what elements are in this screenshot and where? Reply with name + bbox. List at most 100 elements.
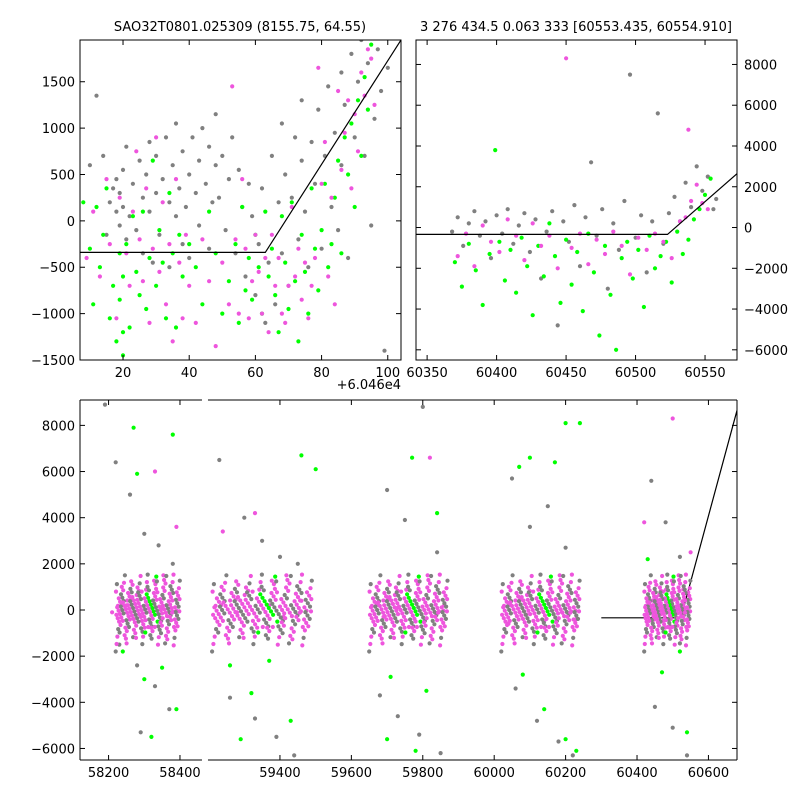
cluster-point (280, 631, 285, 636)
cluster-point (135, 608, 140, 613)
cluster-point (308, 586, 313, 591)
green-point (575, 249, 580, 255)
cluster-point (250, 607, 255, 613)
gray-point (250, 214, 255, 219)
cluster-point (137, 593, 142, 598)
cluster-point (378, 573, 383, 578)
cluster-point (544, 598, 550, 603)
cluster-point (572, 597, 578, 602)
cluster-point (558, 577, 563, 583)
cluster-point (665, 572, 670, 577)
cluster-point (262, 599, 267, 604)
cluster-point (685, 628, 690, 633)
magenta-point (170, 339, 175, 344)
cluster-point (650, 629, 655, 634)
cluster-point (258, 580, 263, 585)
cluster-point (400, 611, 405, 616)
cluster-point (165, 606, 170, 611)
gray-point (223, 228, 228, 233)
green-point (266, 274, 271, 279)
cluster-point (560, 610, 565, 615)
cluster-point (268, 609, 274, 614)
cluster-point (228, 621, 233, 626)
cluster-point (384, 594, 389, 599)
cluster-point (289, 614, 294, 619)
cluster-point (396, 593, 401, 598)
magenta-point (564, 56, 569, 61)
cluster-point (513, 610, 518, 615)
green-point (659, 670, 665, 675)
gray-point (655, 111, 660, 116)
gray-point (242, 515, 247, 520)
gray-point (279, 251, 284, 256)
cluster-point (158, 607, 163, 613)
magenta-point (299, 297, 304, 302)
cluster-point (305, 613, 310, 618)
cluster-point (538, 595, 544, 600)
green-point (163, 316, 169, 321)
cluster-point (416, 586, 421, 592)
magenta-point (243, 246, 248, 251)
cluster-point (231, 606, 236, 611)
cluster-point (564, 609, 569, 615)
cluster-point (215, 619, 220, 624)
green-point (569, 282, 574, 287)
cluster-point (135, 585, 140, 590)
cluster-point (567, 587, 573, 592)
magenta-point (279, 311, 284, 316)
cluster-point (675, 592, 681, 598)
cluster-point (231, 594, 236, 599)
cluster-point (123, 636, 128, 641)
green-point (149, 734, 154, 740)
cluster-point (652, 599, 657, 604)
cluster-point (114, 612, 119, 617)
cluster-point (141, 634, 146, 639)
cluster-point (432, 591, 438, 596)
green-point (288, 718, 293, 723)
green-point (625, 239, 630, 244)
green-point (525, 264, 530, 269)
green-point (142, 677, 147, 682)
cluster-point (368, 605, 374, 610)
magenta-point (147, 320, 152, 325)
cluster-point (541, 609, 546, 615)
cluster-point (682, 587, 687, 592)
cluster-point (677, 641, 683, 646)
magenta-point (670, 416, 675, 421)
cluster-point (399, 629, 404, 634)
cluster-point (677, 588, 682, 594)
x-tick-label: 60000 (474, 766, 515, 781)
gray-point (163, 135, 169, 140)
gray-point (246, 181, 251, 186)
gray-point (672, 194, 677, 199)
cluster-point (288, 633, 293, 639)
gray-point (160, 177, 165, 182)
y-tick-label: −4000 (31, 696, 75, 711)
cluster-point (516, 599, 522, 604)
cluster-point (255, 607, 260, 612)
cluster-point (216, 630, 221, 635)
green-point (691, 217, 697, 222)
gray-point (369, 223, 374, 228)
gray-point (156, 543, 161, 548)
cluster-point (369, 616, 374, 621)
cluster-point (212, 605, 217, 610)
cluster-point (667, 633, 672, 638)
gray-point (663, 520, 668, 525)
cluster-point (394, 590, 399, 595)
cluster-point (402, 625, 407, 630)
cluster-point (655, 620, 661, 625)
cluster-point (567, 605, 572, 611)
cluster-point (558, 596, 563, 601)
gray-point (107, 200, 112, 205)
cluster-point (287, 581, 292, 586)
cluster-point (293, 622, 298, 627)
cluster-point (538, 584, 543, 590)
cluster-point (560, 581, 565, 586)
cluster-point (649, 636, 654, 641)
cluster-point (245, 619, 250, 624)
magenta-point (97, 274, 102, 279)
cluster-point (561, 573, 566, 579)
green-point (140, 209, 145, 214)
cluster-point (642, 612, 647, 617)
